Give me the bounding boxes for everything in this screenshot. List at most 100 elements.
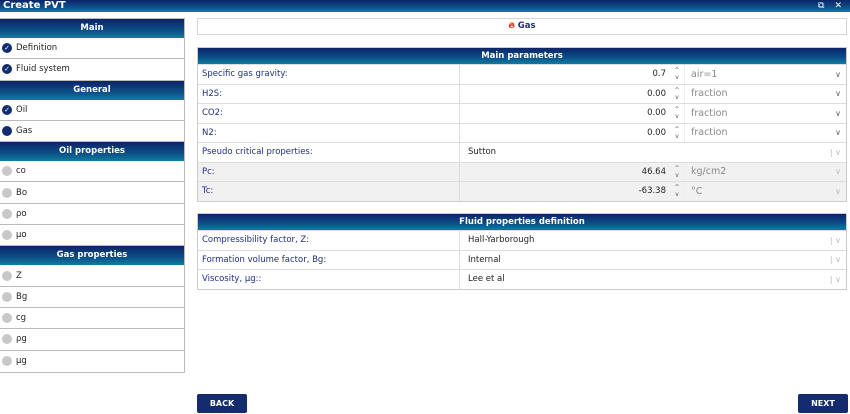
sidebar-item-label: ρg — [16, 334, 27, 345]
sidebar: Main ✓ Definition ✓ Fluid system General ✓ Oil G… — [0, 18, 185, 373]
page-title: Gas — [517, 21, 536, 31]
unit-select[interactable]: air=1 — [684, 65, 846, 84]
param-label: Tc: — [198, 182, 460, 201]
next-button[interactable]: NEXT — [798, 394, 848, 413]
restore-icon[interactable]: ⧉ — [818, 1, 825, 11]
sidebar-item-label: Oil — [16, 104, 28, 115]
spin-up-icon[interactable]: ^ — [674, 125, 680, 133]
spinner[interactable]: ^ v — [670, 65, 684, 84]
chevron-down-icon[interactable]: ∨ — [835, 186, 841, 196]
status-dot-icon — [2, 166, 12, 177]
sidebar-item[interactable]: ρo — [0, 204, 184, 226]
value-input[interactable]: 0.00 — [647, 127, 666, 138]
chevron-down-icon[interactable]: ∨ — [835, 89, 841, 99]
close-icon[interactable]: ✕ — [834, 1, 842, 11]
value-input: -63.38 — [638, 186, 666, 197]
check-circle-icon: ✓ — [2, 43, 12, 54]
sidebar-item[interactable]: ✓ Definition — [0, 38, 184, 60]
param-row: Specific gas gravity: 0.7 ^ v air=1 ∨ — [198, 64, 846, 84]
value-input[interactable]: 0.7 — [652, 69, 666, 80]
spin-up-icon[interactable]: ^ — [674, 86, 680, 94]
status-dot-icon — [2, 270, 12, 281]
sidebar-item-label: cg — [16, 313, 27, 324]
param-label: Viscosity, μg:: — [198, 270, 460, 289]
spinner[interactable]: ^ v — [670, 85, 684, 104]
spinner[interactable]: ^ v — [670, 124, 684, 143]
spin-down-icon[interactable]: v — [675, 191, 679, 199]
spin-down-icon[interactable]: v — [675, 171, 679, 179]
sidebar-item-label: Z — [16, 270, 22, 281]
chevron-down-icon[interactable]: | ∨ — [829, 147, 841, 157]
param-row: Compressibility factor, Z: Hall-Yarboroug… — [198, 230, 846, 250]
sidebar-item[interactable]: Bg — [0, 287, 184, 308]
param-row: Pc: 46.64 ^ v kg/cm2 ∨ — [198, 161, 846, 182]
chevron-down-icon[interactable]: ∨ — [835, 69, 841, 79]
sidebar-item[interactable]: ✓ Oil — [0, 100, 184, 121]
spin-down-icon[interactable]: v — [675, 132, 679, 140]
sidebar-item[interactable]: Z — [0, 265, 184, 287]
fluid-properties-panel: Fluid properties definition Compressibili… — [197, 213, 847, 290]
sidebar-item-label: Bg — [16, 291, 28, 302]
sidebar-item-label: μg — [16, 356, 27, 367]
sidebar-item-label: co — [16, 166, 26, 177]
spin-up-icon[interactable]: ^ — [674, 106, 680, 114]
chevron-down-icon[interactable]: | ∨ — [829, 274, 841, 284]
chevron-down-icon[interactable]: | ∨ — [829, 255, 841, 265]
sidebar-item[interactable]: ✓ Fluid system — [0, 59, 184, 81]
sidebar-item[interactable]: μo — [0, 225, 184, 247]
param-label: Pc: — [198, 162, 460, 181]
sidebar-item[interactable]: ρg — [0, 329, 184, 351]
method-select[interactable]: Internal — [468, 254, 501, 265]
sidebar-item[interactable]: Gas — [0, 121, 184, 143]
spin-up-icon[interactable]: ^ — [674, 184, 680, 192]
check-circle-icon: ✓ — [2, 104, 12, 115]
param-label: Formation volume factor, Bg: — [198, 250, 460, 269]
main-parameters-panel: Main parameters Specific gas gravity: 0.7 ^… — [197, 47, 847, 202]
sidebar-section-header: Gas properties — [0, 246, 184, 266]
back-button[interactable]: BACK — [197, 394, 247, 413]
param-row: Viscosity, μg:: Lee et al | ∨ — [198, 269, 846, 289]
sidebar-item-label: Gas — [16, 126, 33, 137]
spinner[interactable]: ^ v — [670, 182, 684, 201]
sidebar-item-label: ρo — [16, 208, 27, 219]
chevron-down-icon[interactable]: | ∨ — [829, 235, 841, 245]
spin-up-icon[interactable]: ^ — [674, 67, 680, 75]
spin-down-icon[interactable]: v — [675, 74, 679, 82]
param-row: Pseudo critical properties: Sutton | ∨ — [198, 142, 846, 162]
param-label: Compressibility factor, Z: — [198, 231, 460, 250]
sidebar-item[interactable]: Bo — [0, 182, 184, 204]
panel-title: Main parameters — [198, 48, 846, 64]
sidebar-section-header: Oil properties — [0, 142, 184, 162]
method-select[interactable]: Lee et al — [468, 274, 505, 285]
method-select[interactable]: Sutton — [468, 147, 497, 158]
value-input[interactable]: 0.00 — [647, 88, 666, 99]
sidebar-item[interactable]: co — [0, 161, 184, 183]
sidebar-section-header: General — [0, 80, 184, 100]
spin-down-icon[interactable]: v — [675, 93, 679, 101]
value-input[interactable]: 0.00 — [647, 108, 666, 119]
spinner[interactable]: ^ v — [670, 163, 684, 182]
sidebar-item-label: Definition — [16, 43, 58, 54]
unit-select[interactable]: fraction — [684, 104, 846, 123]
page-header: 🔥︎ Gas — [197, 18, 847, 35]
param-label: H2S: — [198, 84, 460, 103]
chevron-down-icon[interactable]: ∨ — [835, 108, 841, 118]
status-dot-icon — [2, 230, 12, 241]
sidebar-item[interactable]: cg — [0, 308, 184, 330]
chevron-down-icon[interactable]: ∨ — [835, 128, 841, 138]
title-bar: Create PVT ⧉ ✕ — [0, 0, 850, 12]
sidebar-item-label: Bo — [16, 187, 28, 198]
spinner[interactable]: ^ v — [670, 104, 684, 123]
sidebar-item[interactable]: μg — [0, 351, 184, 372]
panel-title: Fluid properties definition — [198, 214, 846, 230]
status-dot-icon — [2, 313, 12, 324]
unit-select[interactable]: fraction — [684, 84, 846, 103]
sidebar-section-header: Main — [0, 19, 184, 38]
spin-down-icon[interactable]: v — [675, 113, 679, 121]
param-row: N2: 0.00 ^ v fraction ∨ — [198, 122, 846, 143]
chevron-down-icon[interactable]: ∨ — [835, 167, 841, 177]
method-select[interactable]: Hall-Yarborough — [468, 235, 535, 246]
spin-up-icon[interactable]: ^ — [674, 164, 680, 172]
unit-select[interactable]: fraction — [684, 123, 846, 142]
status-dot-icon — [2, 187, 12, 198]
